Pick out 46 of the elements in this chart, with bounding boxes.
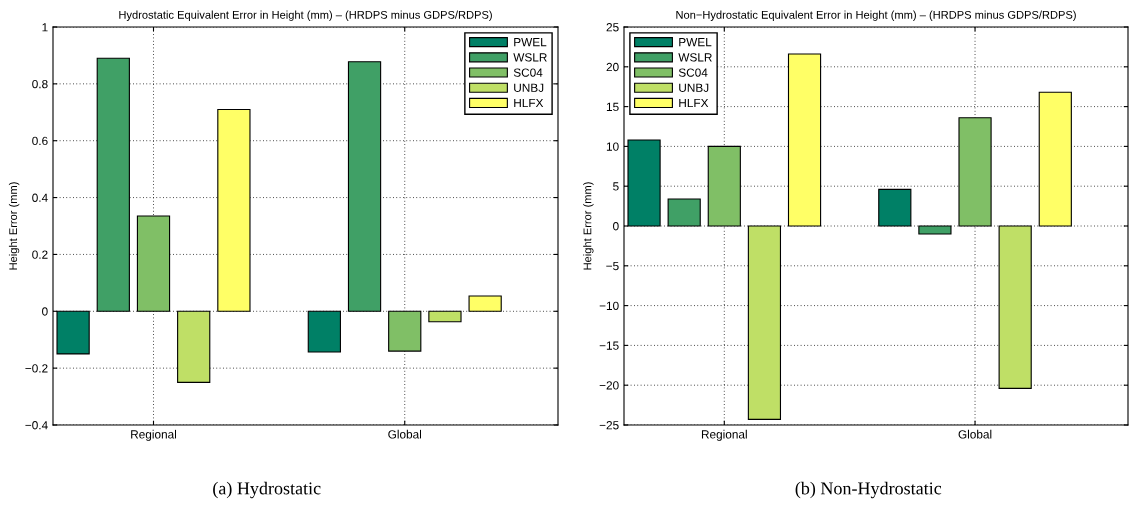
bar: [347, 61, 382, 312]
legend-label: UNBJ: [679, 83, 709, 92]
bar: [468, 295, 502, 312]
y-tick-label: 0.6: [32, 136, 48, 146]
legend-label: SC04: [513, 68, 543, 77]
text: (a) Hydrostatic: [213, 481, 321, 499]
legend-label: WSLR: [513, 53, 547, 62]
y-tick-label: 0.2: [32, 250, 48, 259]
bar: [918, 225, 952, 235]
y-tick-label: −20: [599, 381, 619, 390]
legend-label: HLFX: [679, 98, 709, 108]
y-tick-label: 5: [613, 182, 619, 191]
y-tick-label: −10: [599, 301, 619, 310]
legend-label: PWEL: [679, 38, 712, 47]
chart-title: Hydrostatic Equivalent Error in Height (mm) – (HRDPS minus GDPS/RDPS): [119, 10, 492, 21]
legend-label: UNBJ: [514, 83, 544, 92]
legend-label: PWEL: [514, 38, 547, 47]
y-tick-label: −0.2: [25, 364, 48, 373]
y-tick-label: 0: [613, 222, 619, 231]
y-tick-label: 0: [42, 307, 48, 316]
legend-label: WSLR: [678, 53, 712, 62]
chart-title: Non−Hydrostatic Equivalent Error in Height (mm) – (HRDPS minus GDPS/RDPS): [676, 10, 1076, 21]
y-tick-label: 25: [606, 23, 619, 32]
y-tick-label: 1: [42, 23, 48, 32]
text: (b) Non-Hydrostatic: [795, 481, 942, 499]
bar: [707, 145, 741, 227]
y-tick-label: 0.4: [32, 193, 48, 202]
y-axis-title: Height Error (mm): [8, 182, 20, 270]
y-tick-label: 15: [606, 102, 619, 111]
bar: [1038, 91, 1072, 227]
legend-label: SC04: [678, 68, 708, 77]
y-tick-label: 10: [606, 142, 619, 151]
y-tick-label: 20: [606, 62, 619, 72]
bar: [667, 198, 701, 227]
x-tick-label: Regional: [131, 429, 177, 441]
y-tick-label: 0.8: [32, 79, 48, 89]
x-tick-label: Regional: [701, 429, 747, 441]
x-tick-label: Global: [958, 429, 992, 439]
y-tick-label: −15: [599, 341, 619, 350]
y-tick-label: −25: [599, 421, 619, 430]
y-tick-label: −0.4: [25, 421, 48, 430]
y-tick-label: −5: [606, 261, 619, 271]
y-axis-title: Height Error (mm): [583, 182, 594, 270]
legend-label: HLFX: [514, 98, 544, 108]
x-tick-label: Global: [388, 429, 422, 439]
bar: [958, 117, 992, 227]
